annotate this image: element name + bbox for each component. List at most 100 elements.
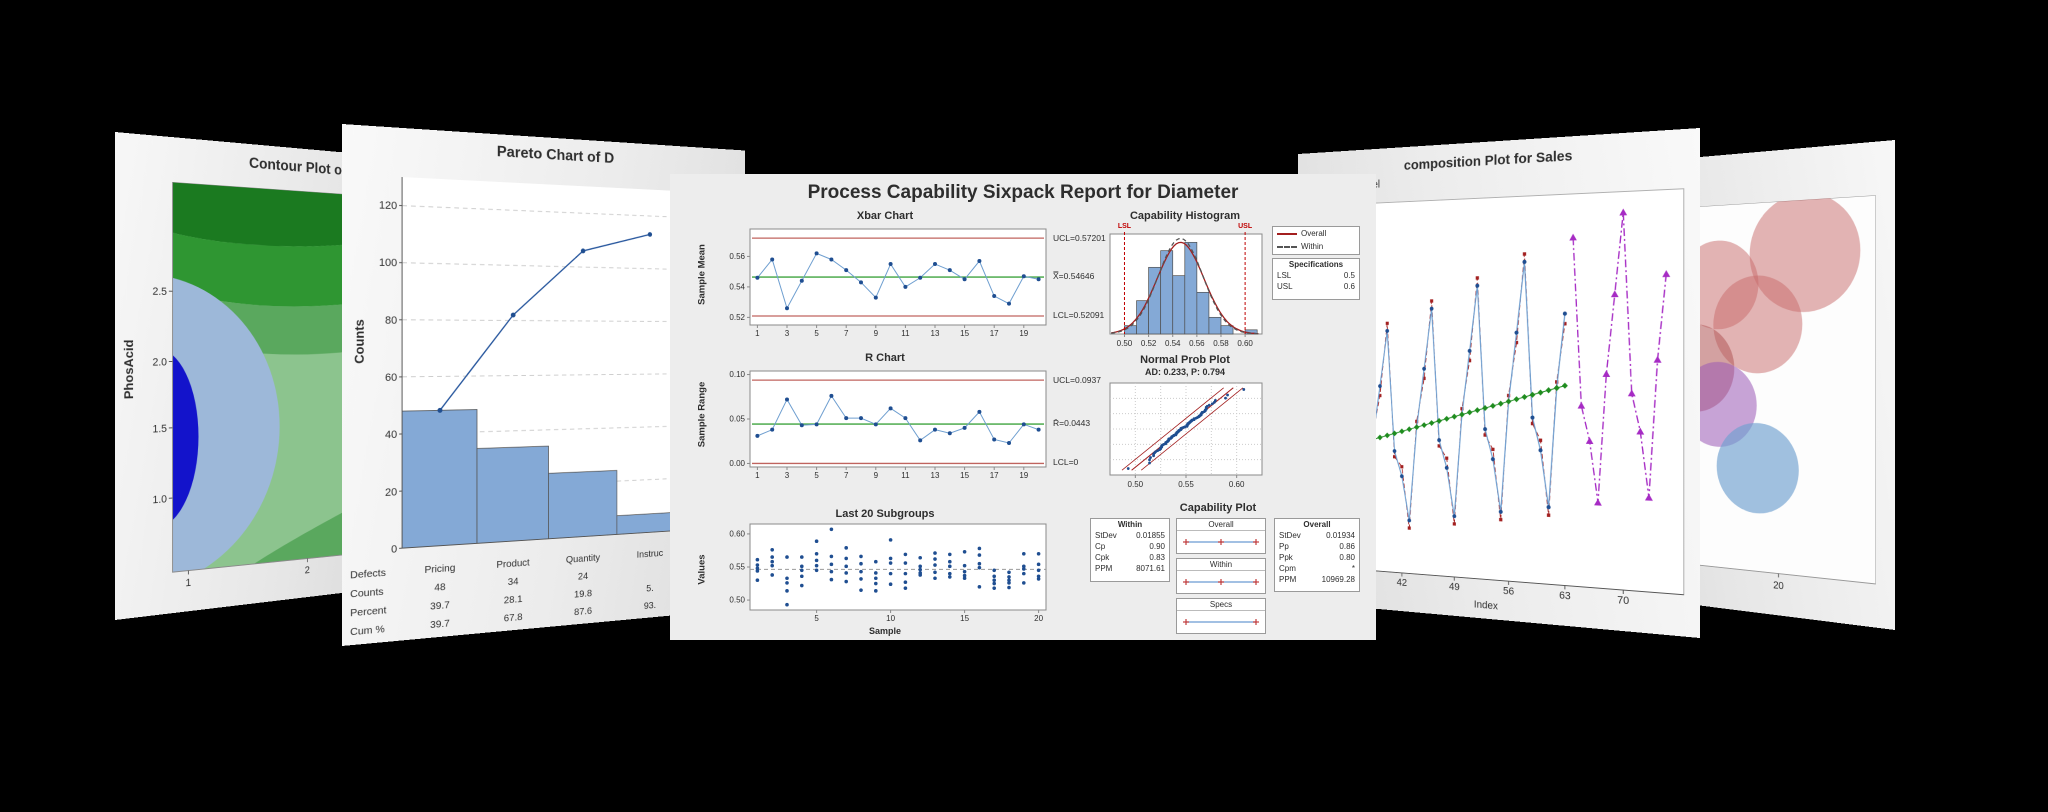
- tick-label: 15: [960, 614, 969, 623]
- data-point: [755, 563, 760, 567]
- data-point: [859, 554, 863, 559]
- data-point: [977, 561, 982, 566]
- data-point: [933, 551, 937, 555]
- plot-area: [749, 370, 1047, 468]
- data-point: [844, 416, 849, 421]
- data-point: [1036, 574, 1041, 579]
- data-point: [933, 570, 937, 575]
- data-point: [992, 568, 996, 573]
- stat-label: PPM: [1095, 564, 1113, 573]
- data-point: [770, 555, 774, 559]
- data-point: [799, 278, 804, 283]
- xbar-title: Xbar Chart: [856, 210, 914, 222]
- cumulative-point: [510, 312, 516, 318]
- data-point: [844, 571, 848, 575]
- data-point: [933, 563, 937, 567]
- data-point: [785, 581, 789, 585]
- tick-label: 0: [391, 544, 398, 556]
- stat-value: 8071.61: [1136, 564, 1165, 573]
- usl-value: 0.6: [1343, 282, 1355, 291]
- tick-label: 0.60: [1229, 480, 1245, 489]
- rchart-ylabel: Sample Range: [696, 381, 708, 448]
- fit-point: [1430, 299, 1434, 303]
- data-point: [903, 561, 908, 565]
- stat-label: StDev: [1095, 531, 1117, 540]
- data-point: [829, 577, 834, 582]
- tick-label: 1.5: [152, 422, 166, 434]
- data-point: [962, 563, 967, 568]
- normal-prob-plot: 0.50 0.55 0.60: [1109, 382, 1263, 489]
- tick-label: 63: [1559, 590, 1571, 603]
- capability-histogram: LSL USL 0.50 0.52 0.54 0.56 0.58 0.60: [1109, 223, 1263, 348]
- data-point: [948, 571, 952, 576]
- stat-value: *: [1351, 564, 1355, 573]
- panel-sixpack-report[interactable]: Process Capability Sixpack Report for Di…: [670, 174, 1376, 640]
- data-point: [874, 571, 878, 575]
- xbar-center-label: X̿=0.54646: [1053, 271, 1095, 281]
- stat-row: Cpm *: [1275, 563, 1359, 574]
- tick-label: 3: [785, 471, 790, 480]
- data-point: [992, 578, 996, 583]
- actual-point: [1385, 328, 1390, 333]
- stat-label: StDev: [1279, 531, 1301, 540]
- data-point: [755, 578, 760, 583]
- tick-label: 1: [186, 576, 192, 588]
- data-point: [785, 602, 789, 607]
- capability-within-box: Within StDev 0.01855 Cp 0.90 Cpk 0.83 PPM 8071.…: [1090, 518, 1170, 582]
- tick-label: 0.56: [729, 252, 745, 261]
- tick-label: 19: [1019, 471, 1028, 480]
- tick-label: 40: [385, 429, 398, 441]
- tick-label: 0.52: [729, 313, 745, 322]
- tick-label: 2: [305, 564, 310, 576]
- stat-label: Cpm: [1279, 564, 1296, 573]
- data-point: [829, 554, 834, 559]
- tick-label: 0.00: [729, 459, 745, 468]
- capability-intervals: Overall Within Specs: [1176, 518, 1266, 636]
- tick-label: 2.5: [152, 285, 166, 297]
- data-point: [800, 583, 804, 588]
- spec-label: USL: [1238, 223, 1253, 230]
- tick-label: 1: [755, 471, 760, 480]
- hist-bar: [1148, 266, 1162, 335]
- data-point: [1007, 575, 1011, 579]
- data-point: [785, 576, 789, 581]
- data-point: [800, 568, 804, 573]
- interval-header: Overall: [1177, 519, 1265, 531]
- data-point: [977, 546, 982, 551]
- data-point: [962, 425, 967, 430]
- pareto-bar: [549, 470, 617, 538]
- data-point: [962, 549, 967, 554]
- legend-overall: Overall: [1301, 229, 1327, 238]
- data-point: [888, 571, 893, 576]
- fit-point: [1385, 321, 1389, 325]
- tick-label: 3: [785, 329, 790, 338]
- data-point: [800, 564, 804, 569]
- data-point: [829, 562, 834, 567]
- data-point: [977, 259, 982, 263]
- fit-point: [1491, 447, 1495, 452]
- data-point: [1036, 577, 1041, 581]
- data-point: [903, 416, 908, 421]
- data-point: [874, 581, 878, 586]
- tick-label: 120: [379, 200, 398, 213]
- data-point: [1213, 399, 1217, 402]
- data-point: [948, 564, 952, 569]
- data-point: [1224, 396, 1227, 400]
- data-point: [918, 438, 923, 443]
- prob-subtitle: AD: 0.233, P: 0.794: [1144, 367, 1226, 377]
- data-point: [948, 559, 952, 564]
- data-point: [1036, 562, 1041, 567]
- xbar-ucl-label: UCL=0.57201: [1053, 233, 1106, 243]
- tick-label: 70: [1617, 595, 1629, 608]
- tick-label: 0.60: [729, 529, 745, 538]
- rchart-center-label: R̄=0.0443: [1053, 418, 1091, 428]
- data-point: [785, 555, 789, 559]
- stat-value: 0.83: [1149, 553, 1165, 562]
- xbar-ylabel: Sample Mean: [696, 244, 708, 305]
- tick-label: 0.50: [729, 596, 745, 605]
- data-point: [829, 569, 834, 574]
- data-point: [933, 576, 937, 581]
- data-point: [755, 569, 760, 573]
- panel-pareto-chart[interactable]: Pareto Chart of D Counts 0 20 40 60 80 100 120…: [342, 124, 745, 646]
- pareto-cell: 87.6: [574, 605, 593, 619]
